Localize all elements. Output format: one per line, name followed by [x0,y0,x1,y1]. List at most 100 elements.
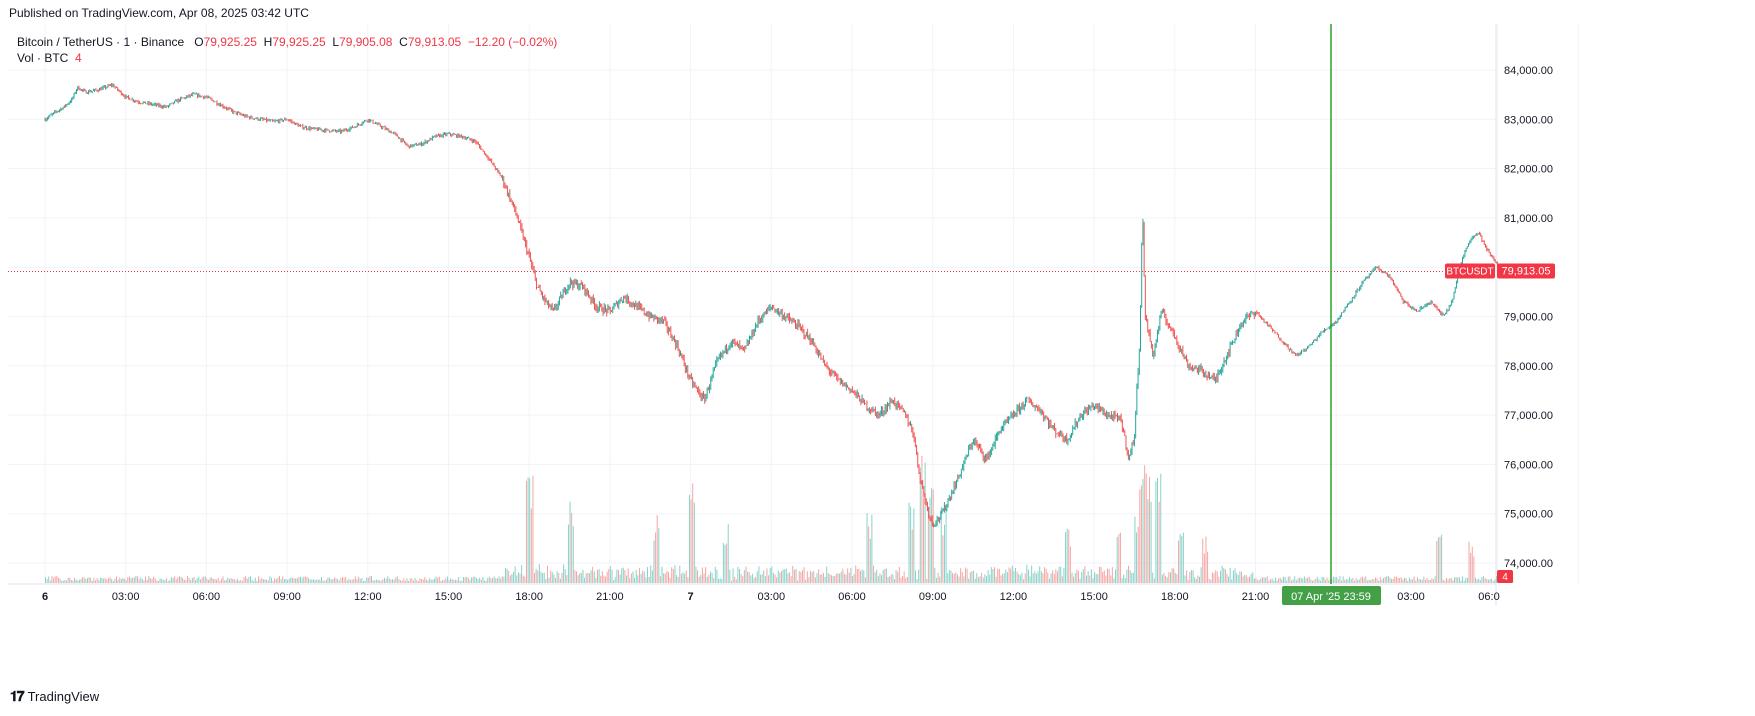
volume-bar [132,577,134,583]
volume-bar [829,574,831,583]
volume-bar [798,571,800,583]
volume-bar [1131,572,1133,583]
volume-bar [140,577,142,583]
volume-bar [1316,576,1318,583]
volume-bar [914,570,916,583]
price-axis[interactable]: 84,000.00 83,000.00 82,000.00 81,000.00 79,0… [1504,65,1553,570]
volume-bar [548,577,550,583]
volume-bar [584,577,586,583]
volume-bar [793,569,795,583]
volume-bar [893,579,895,583]
volume-bar [546,565,548,583]
volume-bar [567,524,569,583]
volume-bar [432,579,434,583]
volume-bar [1263,577,1265,583]
volume-bar [559,578,561,583]
volume-bar [1350,578,1352,583]
volume-bar [1289,576,1291,583]
volume-bar [1160,473,1162,583]
volume-bar [918,569,920,583]
last-price-tag [1497,263,1555,279]
volume-bar [571,512,573,583]
volume-bar [1455,577,1457,583]
volume-bar [1107,568,1109,583]
volume-bar [555,577,557,583]
volume-bar [56,576,58,583]
volume-bar [437,577,439,583]
volume-bar [651,570,653,583]
volume-bar [169,580,171,583]
volume-bar [1295,580,1297,583]
volume-bar [487,577,489,583]
volume-bar [1044,567,1046,583]
volume-bar [574,570,576,583]
tradingview-logo[interactable]: 𝟏𝟕 TradingView [10,688,99,705]
volume-bar [1253,578,1255,583]
time-tick-label: 21:00 [1242,591,1270,603]
volume-bar [1056,571,1058,583]
volume-bar [177,577,179,583]
volume-bar [955,572,957,583]
volume-bar [196,578,198,583]
volume-bar [341,577,343,583]
volume-bar [1239,571,1241,583]
time-tick-label: 18:00 [515,591,543,603]
volume-bar [590,570,592,583]
volume-bar [269,576,271,583]
volume-bar [1452,580,1454,583]
volume-bar [1470,552,1472,583]
volume-line: Vol · BTC 4 [17,50,557,66]
volume-bar [858,568,860,583]
volume-bar [839,573,841,583]
volume-bar [224,580,226,583]
volume-bar [1192,570,1194,583]
volume-bar [1360,577,1362,583]
volume-bar [135,576,137,583]
volume-bar [1126,569,1128,583]
volume-bar [438,576,440,583]
volume-bar [484,580,486,583]
volume-bar [877,576,879,583]
volume-bar [1105,575,1107,583]
volume-bar [1168,572,1170,583]
time-tick-label: 18:00 [1161,591,1189,603]
volume-bar [335,578,337,583]
volume-bar [274,578,276,583]
volume-bar [1082,569,1084,583]
volume-bar [362,580,364,583]
volume-bar [346,580,348,583]
volume-bar [790,576,792,583]
volume-bar [485,580,487,583]
volume-bar [693,502,695,583]
volume-bar [1216,571,1218,583]
volume-bar [727,524,729,583]
volume-bar [998,568,1000,583]
volume-bar [400,580,402,583]
volume-bar [495,578,497,583]
time-tick-label: 03:00 [112,591,140,603]
chart-canvas[interactable]: 84,000.00 83,000.00 82,000.00 81,000.00 79,0… [0,24,1755,680]
volume-bar [1127,565,1129,583]
volume-bar [162,579,164,583]
volume-bar [475,578,477,583]
volume-bar [1281,579,1283,583]
time-axis[interactable]: 6 03:00 06:00 09:00 12:00 15:00 18:00 21:00 7 03:… [42,591,1500,603]
volume-bar [861,569,863,583]
volume-bar [1389,577,1391,583]
volume-bar [990,567,992,583]
volume-bar [1433,579,1435,583]
volume-bar [232,578,234,583]
volume-bar [845,574,847,583]
volume-bar [1249,576,1251,583]
volume-bar [587,572,589,583]
volume-bar [1392,579,1394,583]
volume-bar [968,578,970,583]
volume-bar [855,565,857,583]
volume-bar [961,571,963,583]
volume-bar [929,497,931,583]
volume-bar [653,540,655,583]
volume-bar [1148,476,1150,583]
volume-bar [1224,569,1226,583]
volume-bar [576,571,578,583]
volume-bar [180,576,182,583]
